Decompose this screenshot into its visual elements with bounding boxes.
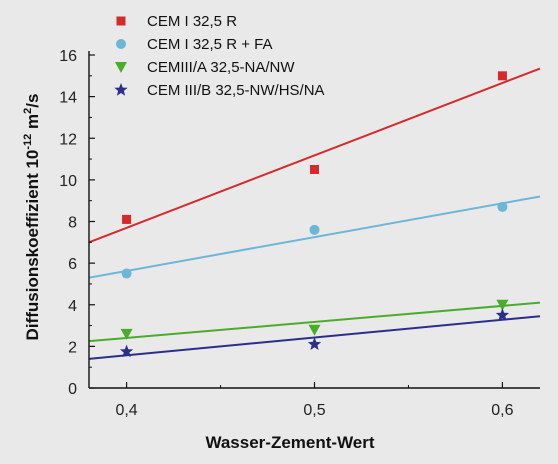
data-point xyxy=(497,71,507,81)
series-4 xyxy=(88,308,541,360)
data-point xyxy=(497,201,508,212)
legend-entry: CEM I 32,5 R xyxy=(116,13,237,30)
data-point xyxy=(120,328,133,340)
data-point xyxy=(121,268,132,279)
y-tick-label: 12 xyxy=(59,131,77,148)
series-2 xyxy=(88,195,541,279)
legend: CEM I 32,5 R CEM I 32,5 R + FA CEMIII/A 32… xyxy=(114,13,325,99)
x-tick-label: 0,4 xyxy=(115,402,137,419)
data-point xyxy=(309,224,320,235)
y-axis-title-main: Diffusionskoeffizient 10 xyxy=(23,150,42,341)
y-axis-title-unit-exponent: 2 xyxy=(22,108,34,114)
data-point xyxy=(310,164,319,174)
legend-marker xyxy=(116,16,126,26)
legend-marker xyxy=(116,39,126,49)
y-tick-label: 2 xyxy=(68,339,77,356)
series-1 xyxy=(88,67,541,244)
y-tick-label: 6 xyxy=(68,256,77,273)
y-tick-label: 14 xyxy=(59,90,77,107)
legend-entry: CEM III/B 32,5-NW/HS/NA xyxy=(114,82,325,99)
legend-marker xyxy=(114,83,128,96)
legend-label: CEM III/B 32,5-NW/HS/NA xyxy=(147,82,325,99)
x-axis-title: Wasser-Zement-Wert xyxy=(205,433,374,452)
legend-entry: CEMIII/A 32,5-NA/NW xyxy=(115,59,295,76)
y-tick-label: 16 xyxy=(59,48,77,65)
data-point xyxy=(307,337,322,350)
fit-line xyxy=(88,67,541,244)
plot-area xyxy=(88,67,541,360)
y-tick-label: 4 xyxy=(68,298,77,315)
data-point xyxy=(308,324,321,336)
x-tick-label: 0,5 xyxy=(303,402,325,419)
y-axis-title-exponent: -12 xyxy=(22,134,34,150)
fit-line xyxy=(88,301,541,343)
y-tick-label: 8 xyxy=(68,215,77,232)
y-axis-title: Diffusionskoeffizient 10-12 m2/s xyxy=(22,94,42,341)
x-tick-label: 0,6 xyxy=(491,402,513,419)
legend-label: CEMIII/A 32,5-NA/NW xyxy=(147,59,295,76)
y-axis-title-unit: m xyxy=(23,114,42,134)
legend-label: CEM I 32,5 R + FA xyxy=(147,36,272,53)
legend-entry: CEM I 32,5 R + FA xyxy=(116,36,272,53)
y-tick-label: 0 xyxy=(68,381,77,398)
data-point xyxy=(122,214,132,224)
y-tick-label: 10 xyxy=(59,173,77,190)
legend-label: CEM I 32,5 R xyxy=(147,13,237,30)
fit-line xyxy=(88,195,541,279)
data-point xyxy=(495,308,510,321)
legend-marker xyxy=(115,62,127,73)
data-point xyxy=(119,344,134,358)
data-point xyxy=(496,299,509,311)
series-3 xyxy=(88,299,541,343)
y-axis-title-unit-suffix: /s xyxy=(23,94,42,108)
axes: 0 2 4 6 8 10 12 14 16 0,4 0,5 0,6 xyxy=(59,48,540,419)
